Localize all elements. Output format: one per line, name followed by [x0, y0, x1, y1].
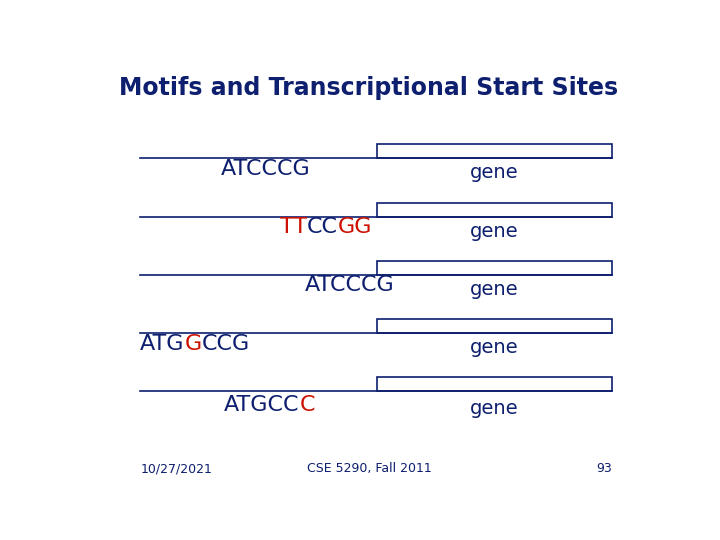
Bar: [377, 377, 612, 391]
Text: ATCCCG: ATCCCG: [305, 275, 395, 295]
Text: 93: 93: [596, 462, 612, 475]
Text: Motifs and Transcriptional Start Sites: Motifs and Transcriptional Start Sites: [120, 76, 618, 100]
Text: gene: gene: [470, 338, 519, 357]
Text: C: C: [300, 395, 315, 415]
Text: gene: gene: [470, 280, 519, 299]
Text: ATCCCG: ATCCCG: [221, 159, 311, 179]
Text: ATG: ATG: [140, 334, 185, 354]
Bar: [377, 261, 612, 275]
Text: gene: gene: [470, 399, 519, 418]
Text: ATGCC: ATGCC: [224, 395, 300, 415]
Text: GG: GG: [338, 217, 372, 237]
Text: CSE 5290, Fall 2011: CSE 5290, Fall 2011: [307, 462, 431, 475]
Text: TT: TT: [280, 217, 307, 237]
Bar: [377, 319, 612, 333]
Text: gene: gene: [470, 164, 519, 183]
Text: CCG: CCG: [202, 334, 251, 354]
Text: G: G: [185, 334, 202, 354]
Bar: [377, 203, 612, 217]
Text: gene: gene: [470, 221, 519, 241]
Text: 10/27/2021: 10/27/2021: [140, 462, 212, 475]
Bar: [377, 144, 612, 158]
Text: CC: CC: [307, 217, 338, 237]
